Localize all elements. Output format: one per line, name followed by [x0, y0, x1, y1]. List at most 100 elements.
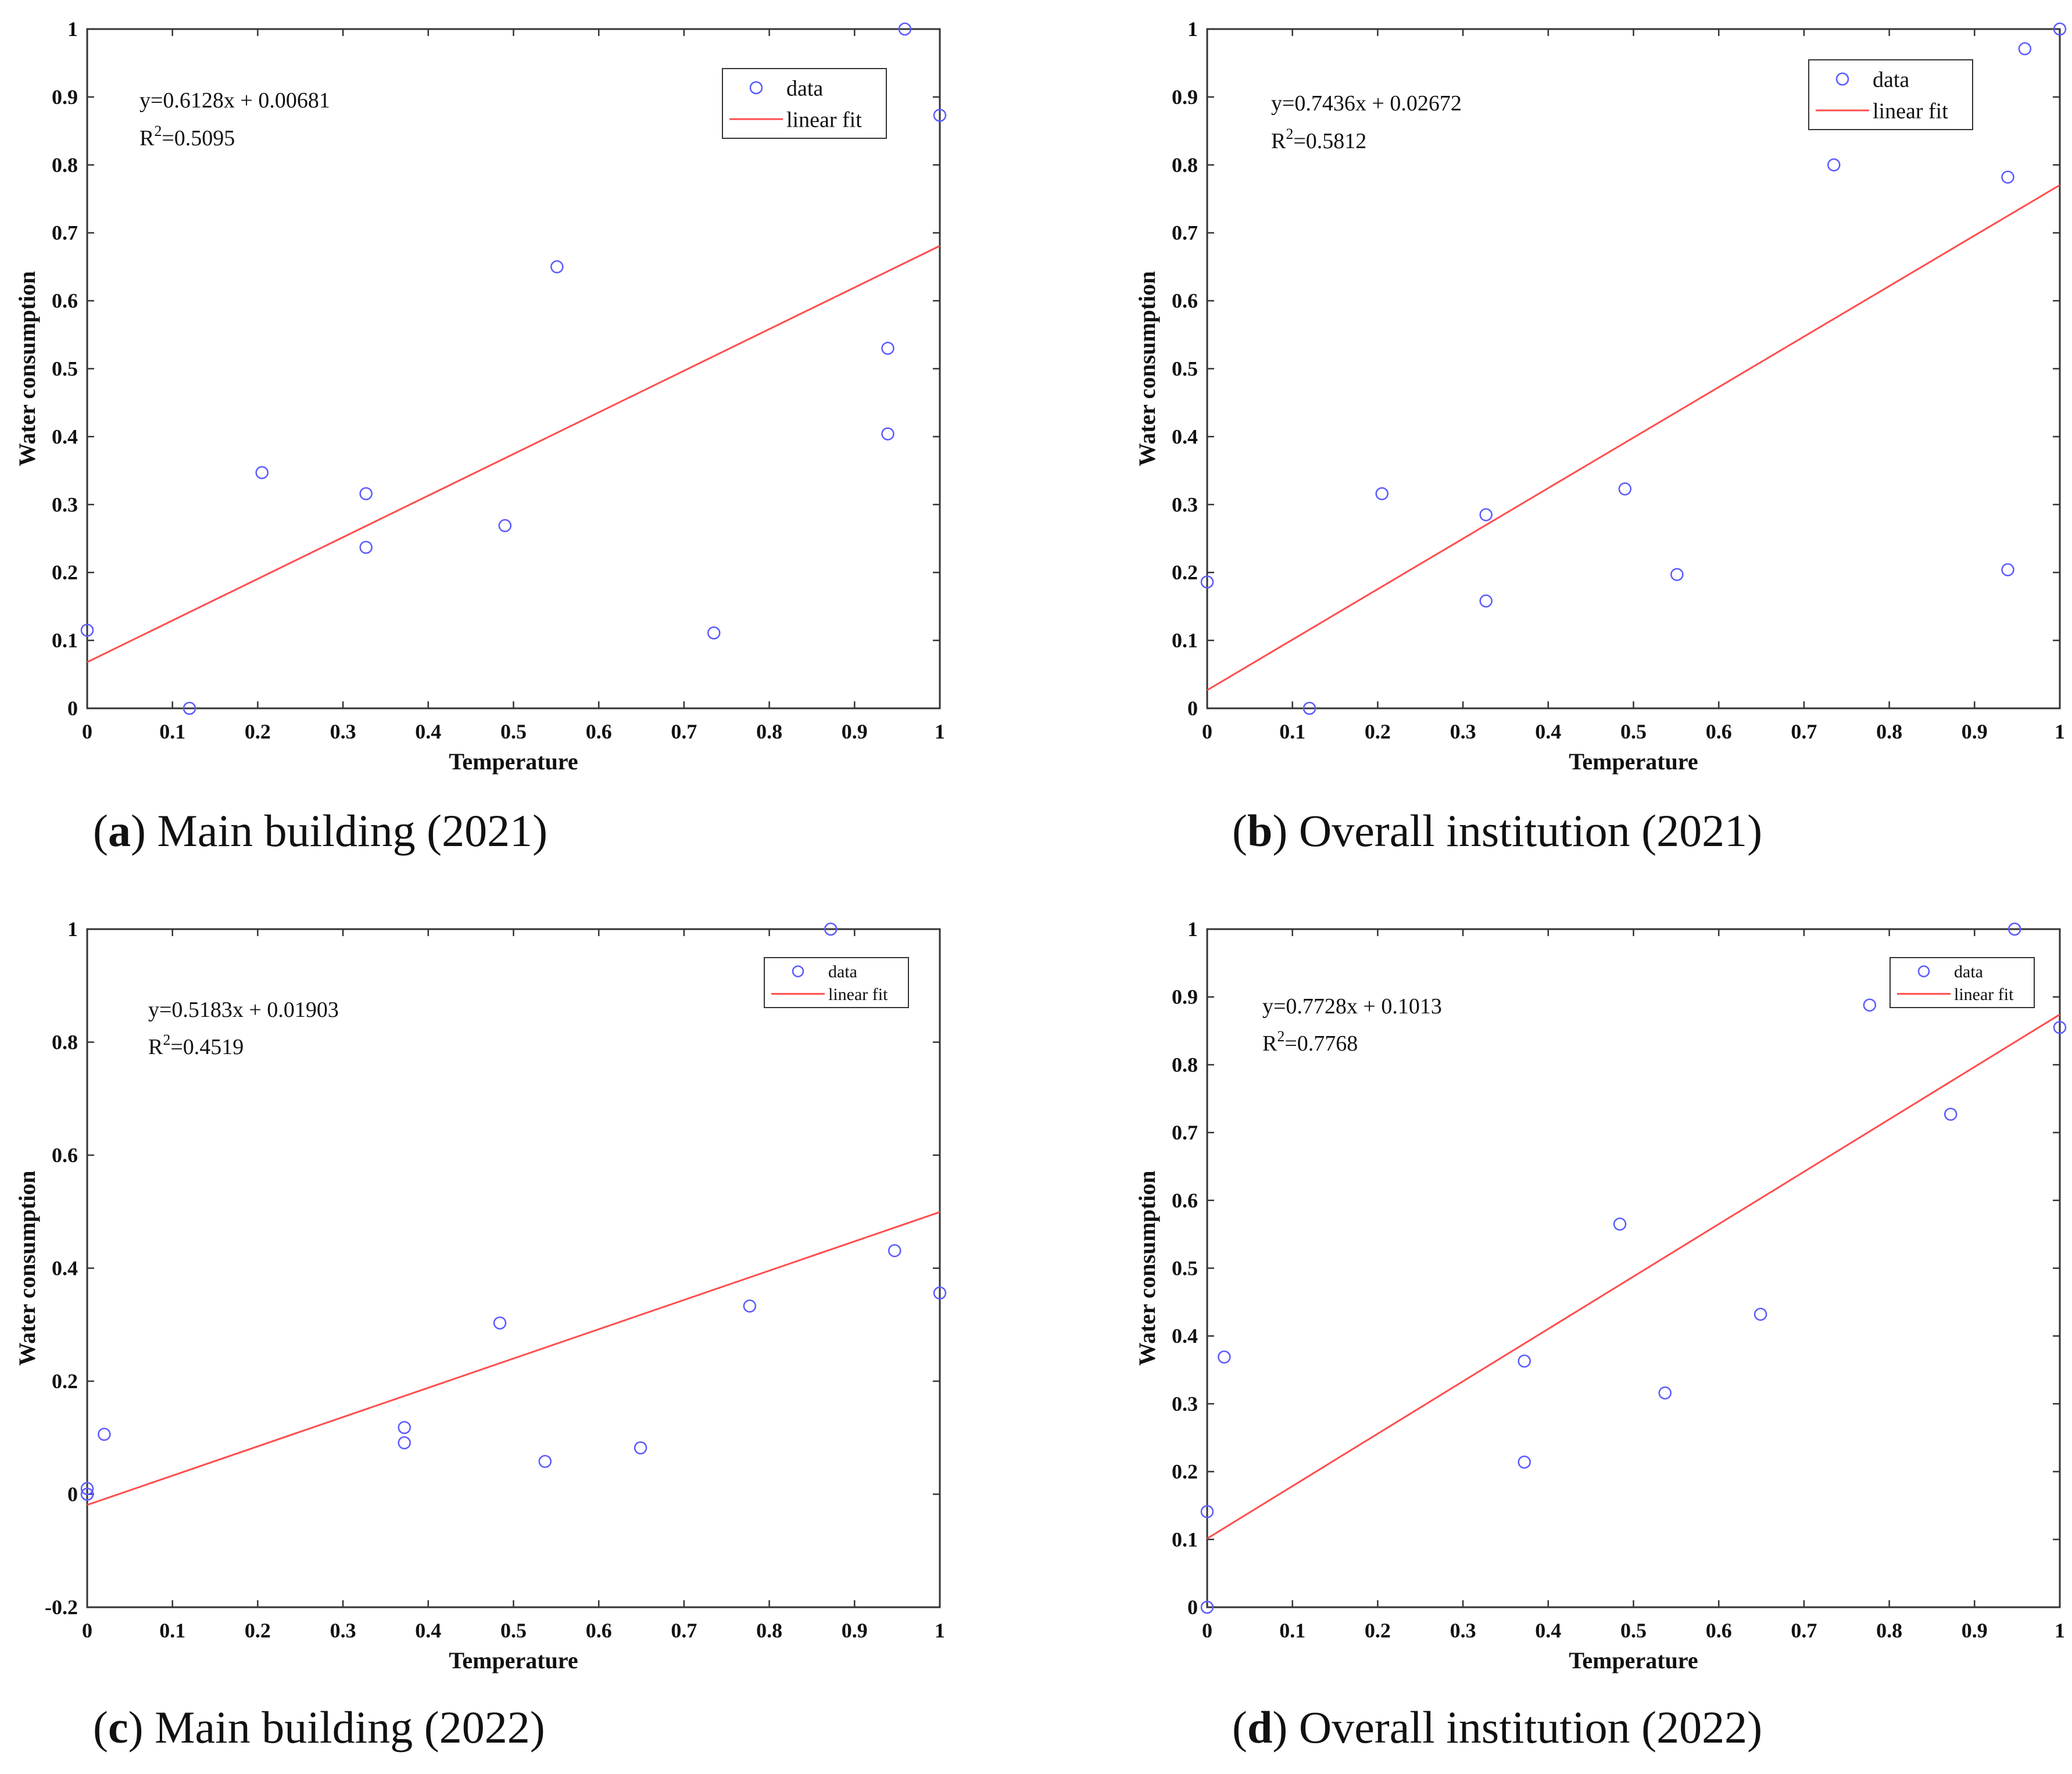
data-point [255, 466, 269, 479]
plot-area-frame [1206, 28, 2061, 709]
y-tick-label: 0.6 [1172, 1189, 1198, 1212]
y-tick-label: 1 [67, 17, 78, 41]
x-tick-label: 0 [1202, 720, 1212, 743]
data-point [1200, 1600, 1214, 1614]
data-point [881, 427, 894, 440]
data-point [1200, 575, 1214, 589]
y-axis-label: Water consumption [1134, 1171, 1160, 1366]
y-tick-label: 0.7 [52, 221, 78, 245]
chart-panel-b: 0 0.1 0.2 0.3 0.4 0.5 0.6 0.7 0.8 0.9 1 0 0.1 0.2 0.3 0… [1036, 0, 2072, 887]
caption-d: (d) Overall institution (2022) [1232, 1702, 1763, 1753]
data-point [898, 22, 912, 36]
x-tick-label: 0.4 [1535, 720, 1561, 743]
legend-fit-label: linear fit [1873, 99, 1948, 123]
r-squared-superscript: 2 [163, 1031, 170, 1048]
data-point [359, 540, 373, 554]
caption-letter: c [108, 1702, 128, 1753]
linear-fit-line [1207, 1013, 2060, 1540]
r-squared-annotation: R2=0.4519 [148, 1031, 244, 1059]
plot-area-frame [86, 928, 941, 1608]
r-squared-symbol: R [148, 1035, 163, 1059]
x-tick-label: 0.7 [1791, 720, 1817, 743]
x-tick-label: 0.9 [842, 1619, 868, 1642]
data-point [888, 1244, 901, 1257]
legend-box [764, 957, 909, 1008]
legend-data-marker [1835, 72, 1849, 86]
x-tick-label: 0.3 [1450, 720, 1476, 743]
y-tick-label: 0.4 [1172, 425, 1198, 448]
x-axis-label: Temperature [1569, 748, 1698, 775]
data-point [182, 701, 196, 715]
x-tick-label: 0.9 [1962, 720, 1988, 743]
y-tick-label: 0.9 [1172, 985, 1198, 1009]
r-squared-symbol: R [1271, 129, 1286, 153]
x-tick-label: 0.2 [1365, 1619, 1391, 1642]
x-tick-label: 0.9 [842, 720, 868, 743]
legend-data-marker [792, 965, 804, 977]
x-tick-label: 0.2 [1365, 720, 1391, 743]
r-squared-superscript: 2 [154, 123, 162, 139]
data-point [2053, 1020, 2067, 1034]
x-tick-label: 0.4 [415, 1619, 441, 1642]
plot-area-frame [1206, 928, 2061, 1608]
x-tick-label: 0.5 [500, 720, 527, 743]
caption-text: Main building (2022) [155, 1702, 545, 1753]
data-point [1658, 1386, 1672, 1400]
data-point [1670, 568, 1684, 581]
r-squared-annotation: R2=0.5812 [1271, 126, 1366, 153]
x-tick-label: 1 [2055, 720, 2065, 743]
legend-data-label: data [1954, 962, 1983, 981]
r-squared-superscript: 2 [1286, 126, 1293, 142]
data-point [1518, 1354, 1531, 1368]
y-axis-label: Water consumption [1134, 271, 1160, 467]
legend-data-marker [1917, 965, 1930, 977]
equation-annotation: y=0.5183x + 0.01903 [148, 998, 339, 1022]
x-tick-label: 0 [1202, 1619, 1212, 1642]
r-squared-symbol: R [139, 126, 155, 150]
data-point [359, 487, 373, 500]
data-point [2007, 922, 2021, 936]
linear-fit-line [1207, 184, 2060, 691]
caption-letter: d [1247, 1702, 1273, 1753]
y-tick-label: 0.7 [1172, 221, 1198, 245]
y-tick-label: 0.3 [1172, 1392, 1198, 1415]
y-tick-label: 0.2 [52, 561, 78, 584]
x-axis-label: Temperature [449, 1647, 578, 1673]
data-point [1518, 1456, 1531, 1469]
x-tick-label: 0.6 [1706, 1619, 1732, 1642]
data-point [398, 1436, 411, 1450]
x-tick-label: 0.1 [159, 720, 185, 743]
data-point [1863, 998, 1877, 1012]
y-tick-label: 0.1 [1172, 1528, 1198, 1551]
data-point [1479, 508, 1493, 522]
legend-fit-label: linear fit [786, 107, 862, 132]
data-point [398, 1421, 411, 1434]
x-tick-label: 0.9 [1962, 1619, 1988, 1642]
y-tick-label: 0.8 [52, 153, 78, 177]
x-tick-label: 0.5 [1620, 1619, 1647, 1642]
y-tick-label: 0.9 [52, 85, 78, 109]
data-point [634, 1441, 647, 1455]
data-point [550, 260, 564, 274]
x-tick-label: 0.1 [159, 1619, 185, 1642]
caption-c: (c) Main building (2022) [93, 1702, 545, 1753]
y-tick-label: 1 [67, 918, 78, 941]
legend-data-marker [749, 81, 763, 95]
scatter-chart-d: 0 0.1 0.2 0.3 0.4 0.5 0.6 0.7 0.8 0.9 1 0 0.1 0.2 0.3 0… [1134, 918, 2067, 1673]
plot-area-frame [86, 28, 941, 709]
legend-box [1808, 59, 1973, 130]
y-tick-label: 0.1 [52, 629, 78, 652]
y-tick-label: 0.8 [1172, 153, 1198, 177]
data-point [2001, 170, 2014, 184]
x-tick-label: 0.1 [1279, 720, 1305, 743]
linear-fit-line [87, 1211, 940, 1506]
data-point [1944, 1108, 1958, 1121]
x-tick-label: 0.4 [415, 720, 441, 743]
r-squared-value: =0.5095 [162, 126, 235, 150]
r-squared-annotation: R2=0.5095 [139, 123, 235, 150]
data-point [1479, 594, 1493, 608]
y-tick-label: 0.3 [52, 493, 78, 516]
y-tick-label: 0.4 [52, 425, 78, 448]
x-tick-label: 0.1 [1279, 1619, 1305, 1642]
data-point [98, 1428, 111, 1441]
